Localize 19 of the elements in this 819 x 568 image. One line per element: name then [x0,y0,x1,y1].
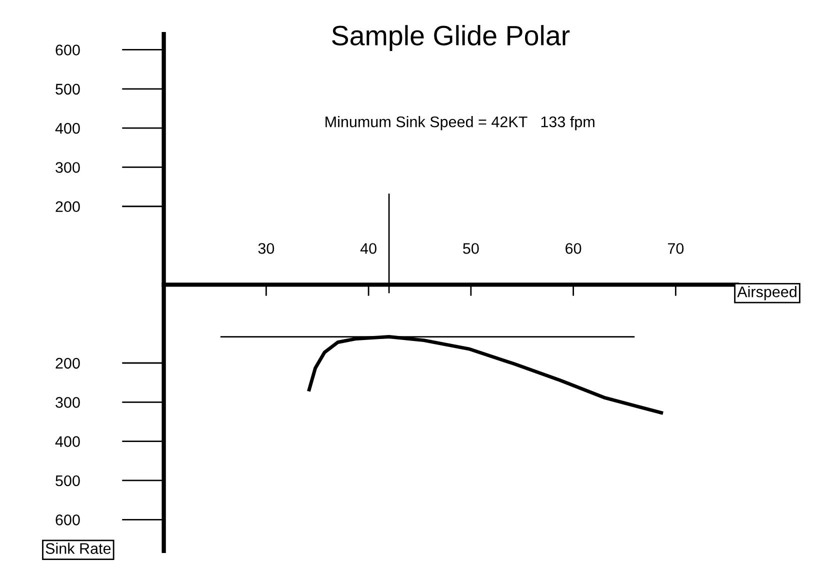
x-axis-title: Airspeed [737,286,796,300]
y-tick-label: 300 [56,397,80,408]
y-tick-label: 300 [56,162,80,173]
x-tick-label: 60 [566,243,582,254]
y-tick-label: 500 [56,84,80,95]
y-tick-label: 200 [56,201,80,212]
y-tick-label: 400 [55,436,80,448]
y-tick-label: 200 [56,358,80,369]
chart-title: Sample Glide Polar [332,25,570,51]
x-tick-label: 50 [463,243,479,254]
y-axis-title: Sink Rate [46,542,111,554]
y-tick-label: 600 [56,44,80,56]
x-tick-label: 30 [258,243,274,254]
x-tick-label: 70 [668,243,684,254]
y-tick-label: 500 [56,475,80,486]
x-tick-label: 40 [360,243,376,254]
y-tick-label: 600 [56,514,80,526]
annotation: Minumum Sink Speed = 42KT 133 fpm [326,116,594,130]
y-tick-label: 400 [55,122,80,134]
